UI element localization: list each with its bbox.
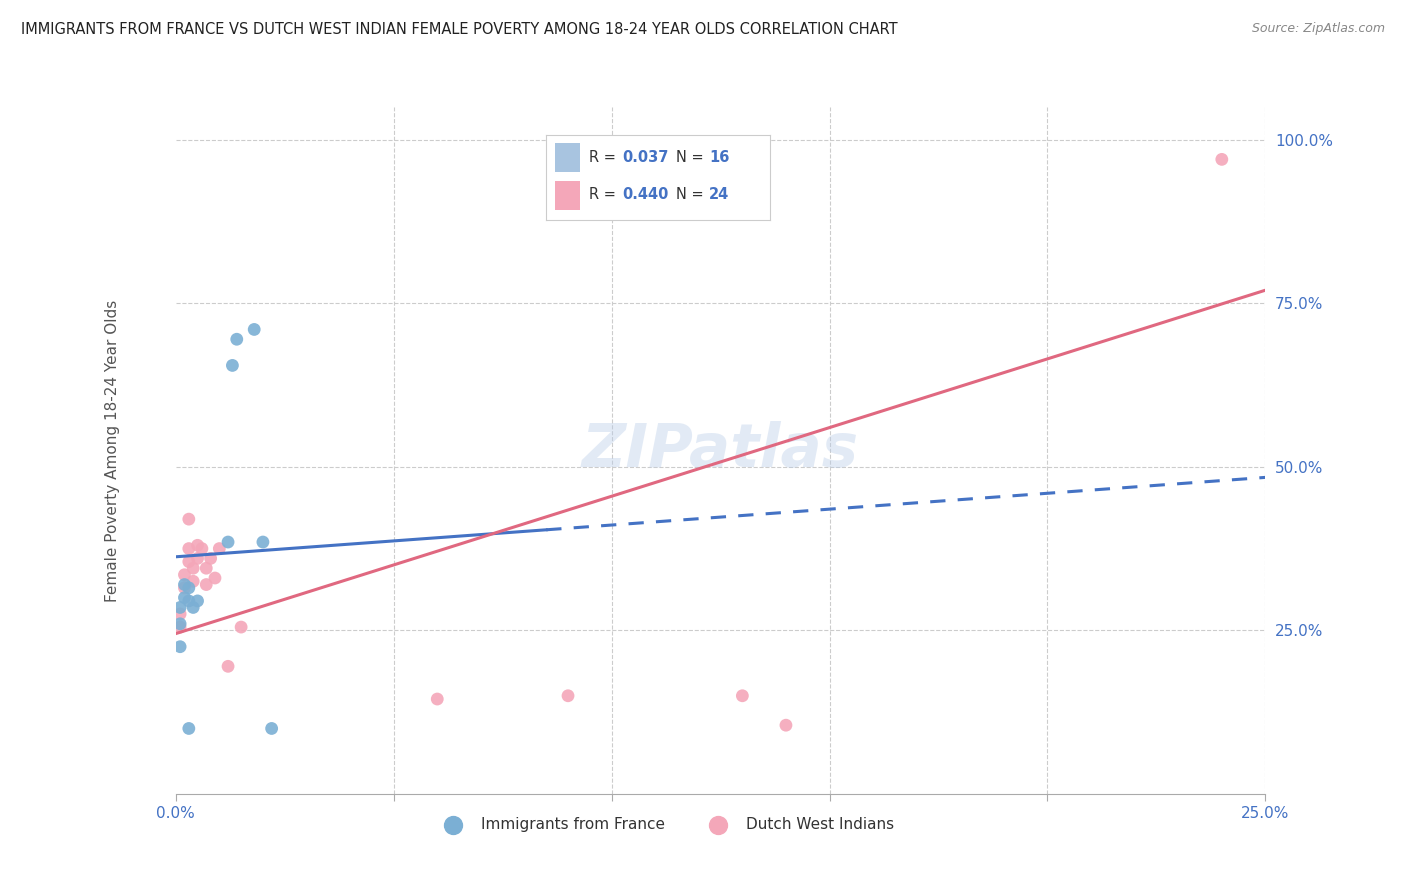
Text: Source: ZipAtlas.com: Source: ZipAtlas.com	[1251, 22, 1385, 36]
Point	[208, 541, 231, 556]
Point	[177, 594, 200, 608]
Point	[186, 551, 209, 566]
Bar	[555, 143, 579, 172]
Point	[252, 535, 274, 549]
Point	[217, 535, 239, 549]
Text: ZIPatlas: ZIPatlas	[582, 421, 859, 480]
Point	[181, 561, 204, 575]
Point	[173, 581, 195, 595]
Point	[169, 616, 191, 631]
Point	[173, 577, 195, 591]
Point	[225, 332, 247, 346]
Bar	[555, 181, 579, 211]
Legend: Immigrants from France, Dutch West Indians: Immigrants from France, Dutch West India…	[432, 811, 900, 838]
Point	[243, 322, 266, 336]
Text: 16: 16	[709, 150, 730, 165]
Point	[1211, 153, 1233, 167]
Point	[200, 551, 222, 566]
Text: N =: N =	[676, 187, 709, 202]
Point	[195, 577, 218, 591]
Point	[221, 359, 243, 373]
Point	[731, 689, 754, 703]
Text: IMMIGRANTS FROM FRANCE VS DUTCH WEST INDIAN FEMALE POVERTY AMONG 18-24 YEAR OLDS: IMMIGRANTS FROM FRANCE VS DUTCH WEST IND…	[21, 22, 897, 37]
Point	[173, 567, 195, 582]
Point	[557, 689, 579, 703]
Point	[217, 659, 239, 673]
Point	[260, 722, 283, 736]
Text: Female Poverty Among 18-24 Year Olds: Female Poverty Among 18-24 Year Olds	[105, 300, 120, 601]
Point	[191, 541, 214, 556]
Point	[426, 692, 449, 706]
Point	[186, 594, 209, 608]
Text: N =: N =	[676, 150, 709, 165]
Point	[173, 591, 195, 605]
Point	[775, 718, 797, 732]
Point	[177, 722, 200, 736]
Point	[177, 512, 200, 526]
Point	[169, 600, 191, 615]
Text: 0.440: 0.440	[623, 187, 669, 202]
Point	[177, 541, 200, 556]
Point	[169, 620, 191, 634]
Point	[181, 574, 204, 589]
Point	[204, 571, 226, 585]
Text: 24: 24	[709, 187, 730, 202]
Point	[177, 555, 200, 569]
Point	[169, 607, 191, 621]
Text: R =: R =	[589, 150, 620, 165]
Text: 0.037: 0.037	[623, 150, 669, 165]
Point	[231, 620, 253, 634]
Point	[186, 538, 209, 552]
Point	[177, 581, 200, 595]
Text: R =: R =	[589, 187, 620, 202]
Point	[195, 561, 218, 575]
Point	[181, 600, 204, 615]
Point	[169, 640, 191, 654]
